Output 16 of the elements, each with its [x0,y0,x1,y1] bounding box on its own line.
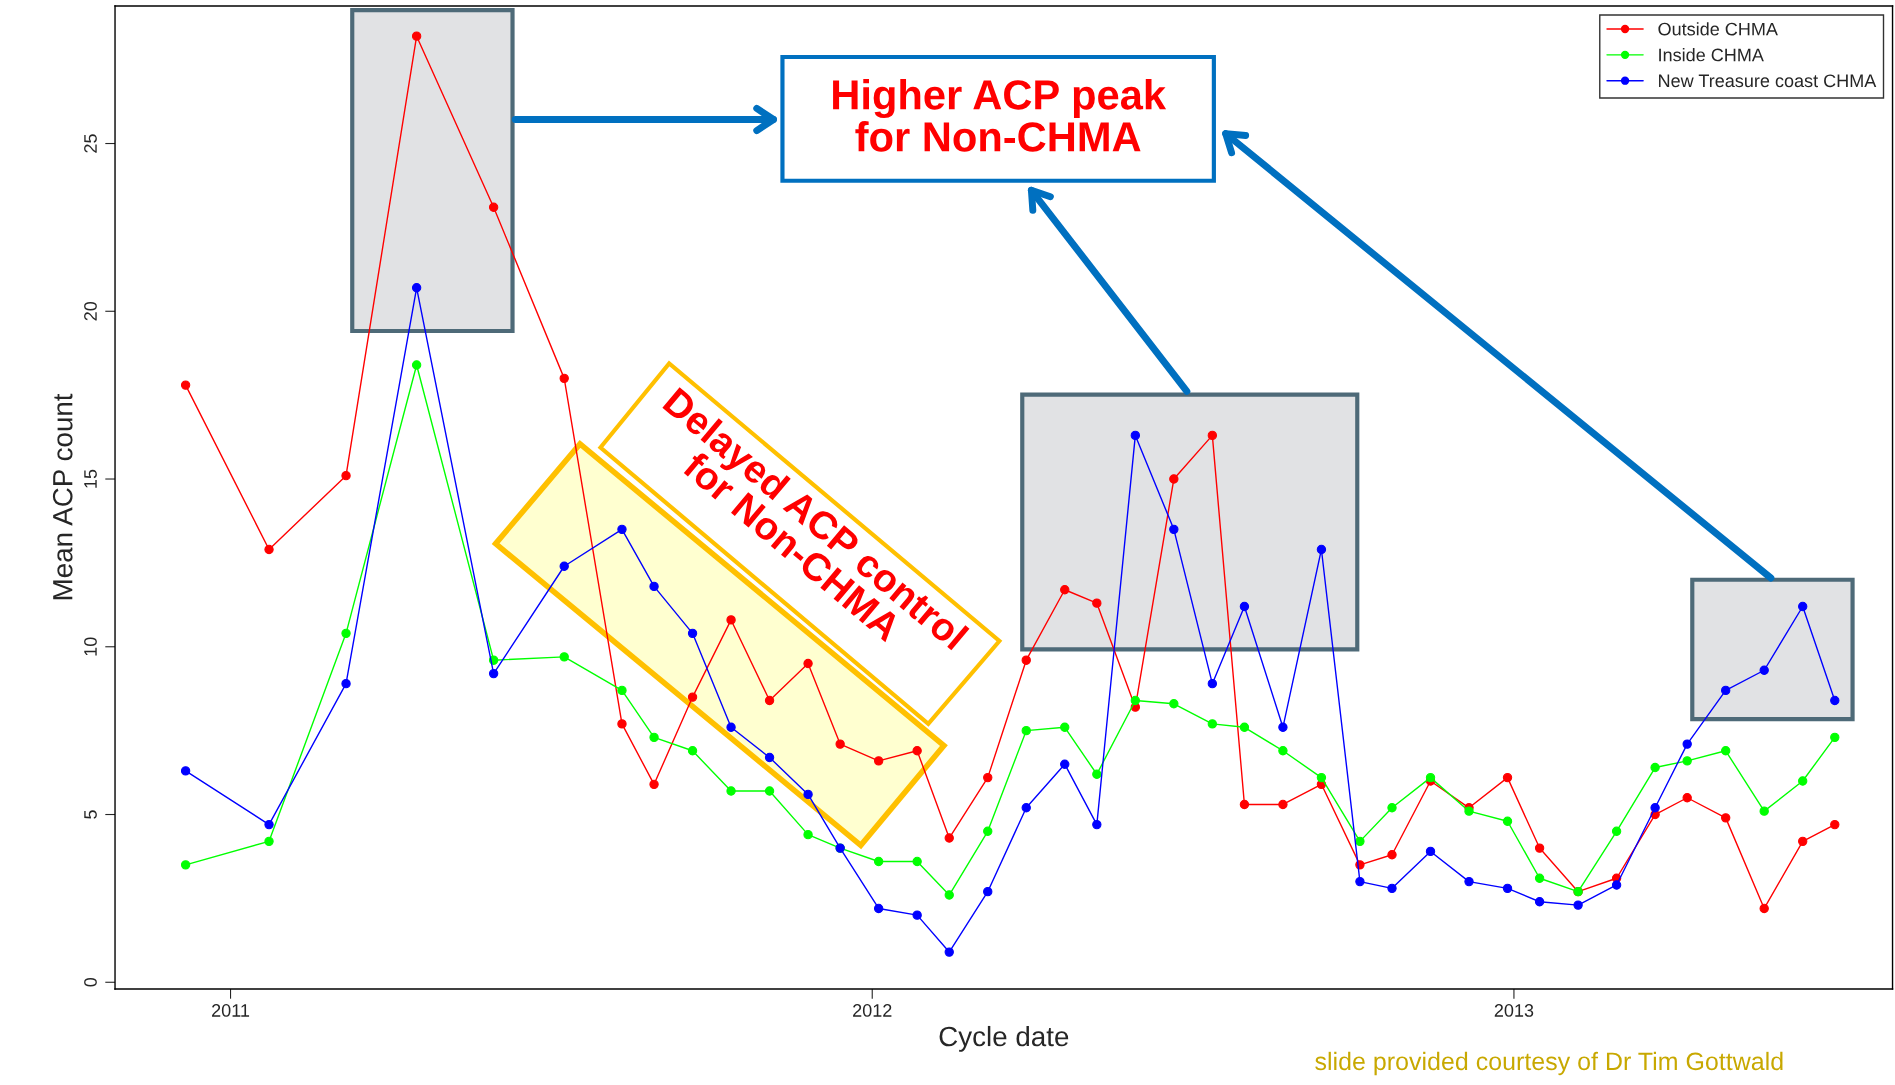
x-tick-label: 2013 [1494,1004,1534,1017]
legend-label: Inside CHMA [1659,48,1764,62]
annotation: Higher ACP peak for Non-CHMA [833,79,1167,152]
y-tick-label: 0 [84,977,97,987]
legend-label: New Treasure coast CHMA [1659,74,1877,88]
x-tick-label: 2011 [212,1004,250,1017]
y-tick-label: 5 [84,810,97,819]
x-axis-title: Cycle date [939,1025,1069,1052]
x-tick-label: 2012 [853,1004,892,1017]
y-tick-label: 25 [84,134,97,153]
text: slide provided courtesy of Dr Tim Gottwald [1315,1051,1783,1076]
y-tick-label: 20 [84,301,97,321]
y-axis-title: Mean ACP count [52,393,73,600]
y-tick-label: 15 [84,469,97,488]
y-tick-label: 10 [84,637,97,656]
legend-label: Outside CHMA [1658,22,1778,36]
